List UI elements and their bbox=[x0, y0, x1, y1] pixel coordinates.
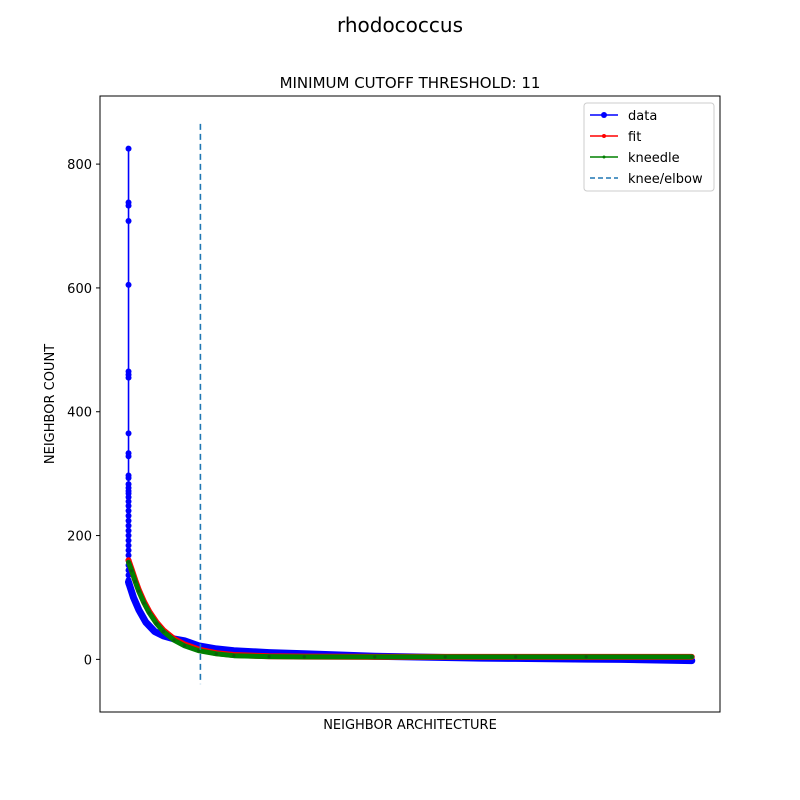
data-point bbox=[125, 218, 132, 225]
data-point bbox=[125, 552, 132, 559]
data-point bbox=[125, 517, 132, 524]
data-point bbox=[135, 606, 142, 613]
kneedle-point bbox=[142, 601, 146, 605]
legend-marker-kneedle bbox=[602, 155, 606, 159]
data-point bbox=[125, 537, 132, 544]
data-point bbox=[142, 619, 149, 626]
y-axis-ticks: 0 200 400 600 800 bbox=[67, 158, 100, 668]
legend-box bbox=[583, 102, 715, 192]
y-tick-label: 600 bbox=[67, 282, 92, 297]
legend-label-knee: knee/elbow bbox=[628, 172, 703, 187]
chart-suptitle: rhodococcus bbox=[337, 13, 463, 37]
axes-frame bbox=[99, 95, 721, 713]
data-point bbox=[125, 498, 132, 505]
data-point bbox=[125, 547, 132, 554]
kneedle-point bbox=[154, 621, 158, 626]
kneedle-point bbox=[161, 629, 166, 634]
kneedle-point bbox=[514, 655, 518, 659]
legend: data fit kneedle knee/elbow bbox=[583, 102, 715, 192]
data-point bbox=[125, 494, 132, 501]
data-point bbox=[125, 474, 132, 481]
data-point bbox=[125, 281, 132, 288]
data-point bbox=[125, 202, 132, 209]
kneedle-point bbox=[267, 654, 271, 659]
kneedle-point bbox=[182, 644, 187, 648]
fit-series-line bbox=[125, 557, 695, 660]
data-point bbox=[125, 374, 132, 381]
data-point bbox=[125, 145, 132, 152]
plot-area bbox=[125, 123, 696, 685]
legend-label-kneedle: kneedle bbox=[628, 151, 680, 166]
data-point bbox=[125, 502, 132, 509]
kneedle-point bbox=[302, 655, 306, 659]
legend-label-data: data bbox=[628, 109, 657, 124]
kneedle-point bbox=[130, 569, 134, 573]
legend-marker-data bbox=[601, 112, 607, 118]
data-point bbox=[125, 430, 132, 437]
data-point bbox=[125, 507, 132, 514]
kneedle-point bbox=[172, 638, 176, 642]
data-point bbox=[125, 522, 132, 529]
data-point bbox=[125, 542, 132, 549]
x-axis-label: NEIGHBOR ARCHITECTURE bbox=[323, 718, 497, 733]
data-point bbox=[125, 532, 132, 539]
kneedle-point bbox=[584, 655, 588, 659]
kneedle-point bbox=[147, 611, 151, 615]
kneedle-point bbox=[690, 655, 694, 659]
chart-title: MINIMUM CUTOFF THRESHOLD: 11 bbox=[280, 74, 541, 92]
data-point bbox=[151, 628, 158, 635]
y-tick-label: 0 bbox=[84, 653, 92, 668]
y-tick-label: 200 bbox=[67, 530, 92, 545]
kneedle-point bbox=[197, 649, 201, 653]
legend-marker-fit bbox=[602, 134, 606, 138]
kneedle-point bbox=[214, 652, 218, 656]
data-point bbox=[130, 594, 137, 601]
y-axis-label: NEIGHBOR COUNT bbox=[43, 344, 58, 464]
y-tick-label: 400 bbox=[67, 406, 92, 421]
data-point bbox=[125, 527, 132, 534]
kneedle-point bbox=[137, 589, 141, 593]
kneedle-point bbox=[133, 579, 137, 583]
kneedle-point bbox=[232, 654, 236, 658]
kneedle-point bbox=[126, 560, 131, 564]
legend-label-fit: fit bbox=[628, 130, 641, 145]
data-series-line bbox=[125, 578, 696, 665]
data-point bbox=[125, 453, 132, 460]
data-point bbox=[125, 578, 132, 585]
data-point bbox=[125, 512, 132, 519]
kneedle-point bbox=[443, 655, 447, 659]
y-tick-label: 800 bbox=[67, 158, 92, 173]
kneedle-series-line bbox=[126, 559, 695, 660]
kneedle-point bbox=[373, 655, 377, 659]
